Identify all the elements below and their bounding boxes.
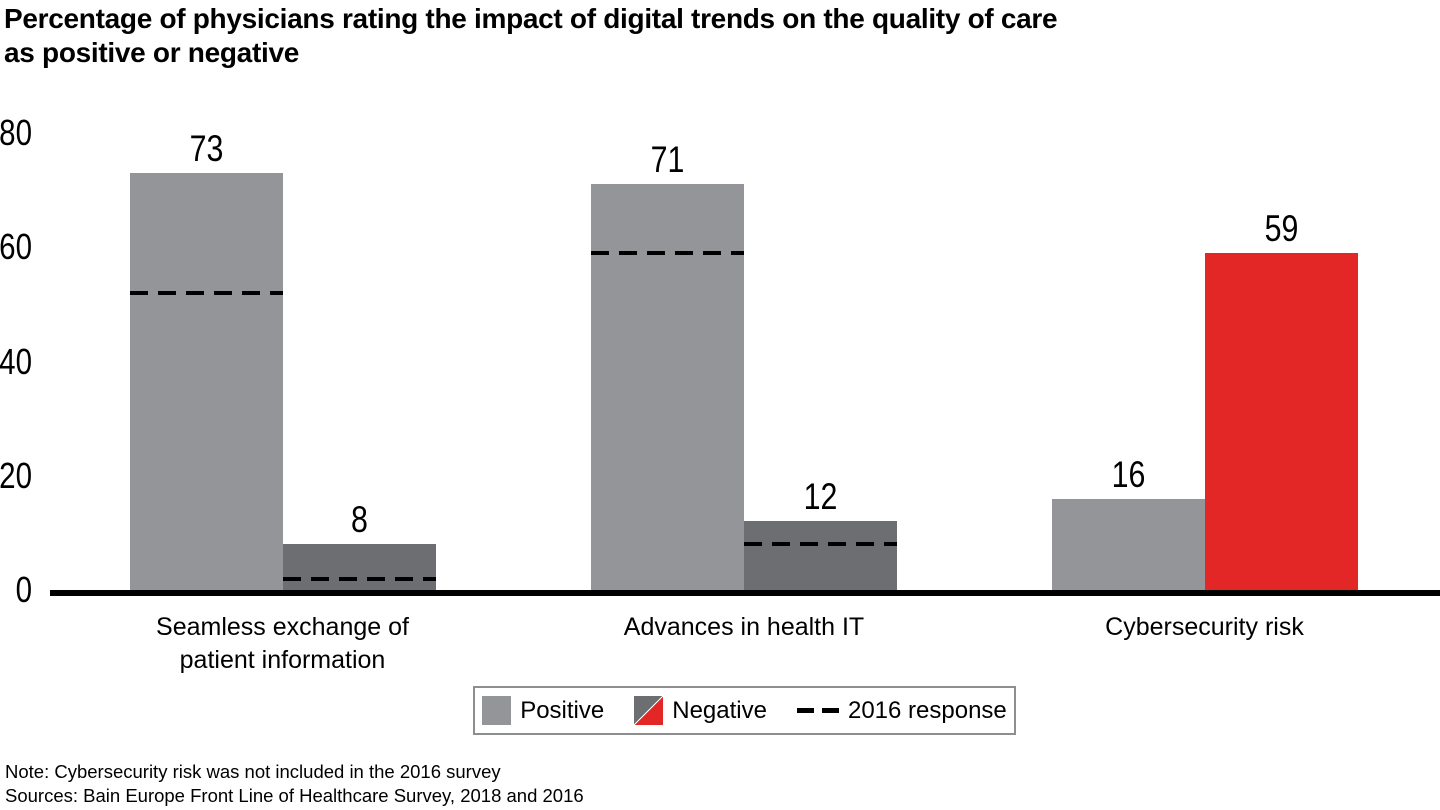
- y-axis-tick-label: 60: [0, 226, 32, 268]
- bar-value-label: 8: [350, 499, 368, 541]
- chart-title-line1: Percentage of physicians rating the impa…: [4, 3, 1058, 34]
- legend-label-positive: Positive: [520, 696, 605, 724]
- sources-text: Sources: Bain Europe Front Line of Healt…: [5, 784, 584, 806]
- legend-item-positive: Positive: [482, 696, 604, 725]
- x-axis-category-label-line: patient information: [179, 646, 386, 674]
- bar-negative: [744, 521, 897, 590]
- y-axis-tick-label: 0: [15, 569, 32, 610]
- x-axis-category-label-line: Cybersecurity risk: [1105, 613, 1304, 641]
- x-axis-category-label: Advances in health IT: [514, 611, 974, 644]
- y-axis-tick-label: 80: [0, 112, 32, 153]
- dash-2016-response-line: [282, 576, 436, 581]
- positive-swatch-icon: [482, 696, 512, 725]
- bar-positive: [591, 184, 744, 590]
- bar-value-label: 71: [650, 139, 685, 181]
- x-axis-category-label: Seamless exchange of patient information: [53, 611, 513, 677]
- chart-title: Percentage of physicians rating the impa…: [4, 2, 1264, 70]
- dash-2016-response-line: [744, 542, 897, 547]
- legend-label-negative: Negative: [672, 696, 767, 724]
- dash-2016-response-line: [129, 290, 283, 295]
- bar-value-label: 12: [803, 476, 838, 518]
- legend-item-2016-response: 2016 response: [796, 696, 1007, 725]
- dashed-line-icon: [796, 708, 839, 713]
- bar-value-label: 59: [1264, 207, 1298, 249]
- y-axis-tick-label: 40: [0, 340, 32, 382]
- dash-segment: [821, 708, 839, 713]
- x-axis-category-label: Cybersecurity risk: [975, 611, 1435, 644]
- bar-value-label: 16: [1111, 453, 1145, 495]
- x-axis-line: [50, 590, 1440, 596]
- bar-positive: [1051, 498, 1205, 590]
- x-axis-category-label-line: Advances in health IT: [623, 613, 865, 641]
- x-axis-category-label-line: Seamless exchange of: [156, 613, 409, 641]
- legend-label-2016-response: 2016 response: [847, 696, 1007, 724]
- bar-value-label: 73: [189, 128, 223, 169]
- bar-negative: [1204, 252, 1358, 590]
- bar-positive: [129, 172, 283, 590]
- dash-segment: [796, 708, 814, 713]
- negative-swatch-icon: [634, 696, 664, 725]
- y-axis-tick-label: 20: [0, 454, 32, 496]
- bar-negative: [282, 544, 436, 590]
- note-text: Note: Cybersecurity risk was not include…: [5, 761, 501, 782]
- legend-item-negative: Negative: [634, 696, 767, 725]
- chart-title-line2: as positive or negative: [4, 37, 299, 68]
- footnotes: Note: Cybersecurity risk was not include…: [5, 760, 584, 807]
- legend-box: Positive Negative 2016 response: [473, 686, 1016, 735]
- dash-2016-response-line: [591, 250, 744, 255]
